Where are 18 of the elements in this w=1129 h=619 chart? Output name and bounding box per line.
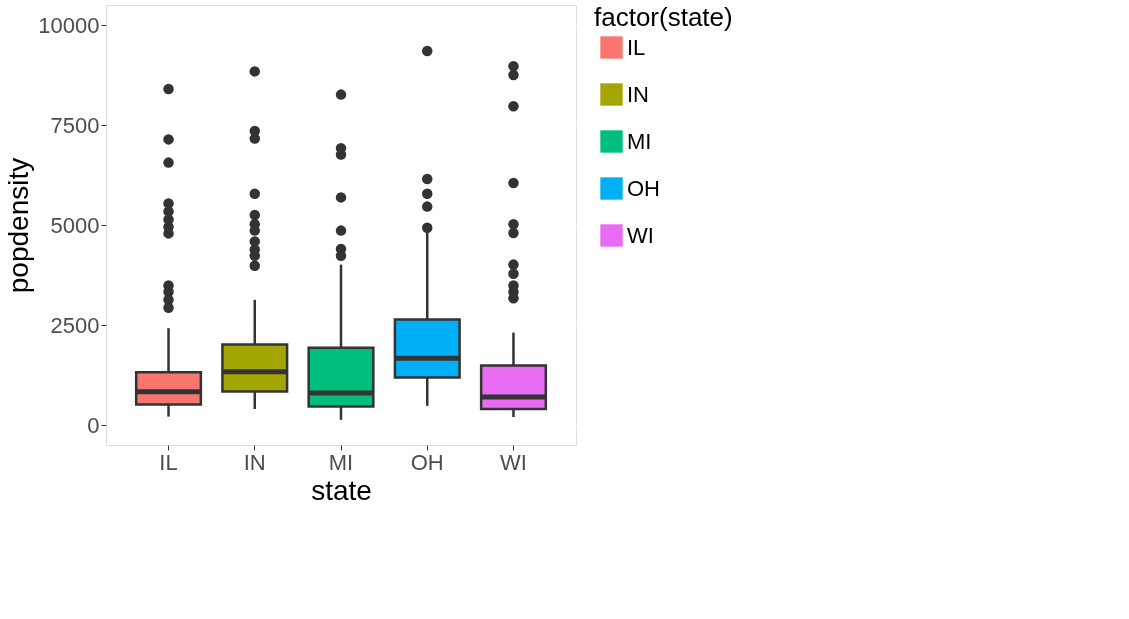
legend-label: WI — [627, 222, 654, 248]
legend-label: IL — [627, 34, 646, 60]
y-tick-label: 5000 — [50, 212, 100, 238]
y-axis-title: popdensity — [3, 157, 35, 294]
legend-label: OH — [627, 175, 660, 201]
y-tick-label: 7500 — [50, 112, 100, 138]
legend-label: MI — [627, 128, 652, 154]
x-tick-label: IN — [243, 449, 266, 475]
legend-label: IN — [627, 81, 649, 107]
x-tick-label: IL — [159, 449, 178, 475]
x-tick-label: MI — [328, 449, 354, 475]
x-tick-label: WI — [500, 449, 527, 475]
legend-title: factor(state) — [594, 2, 733, 32]
y-tick-label: 0 — [87, 412, 100, 438]
x-axis-title: state — [311, 474, 372, 506]
y-tick-label: 10000 — [38, 12, 100, 38]
x-tick-label: OH — [410, 449, 444, 475]
y-tick-label: 2500 — [50, 312, 100, 338]
